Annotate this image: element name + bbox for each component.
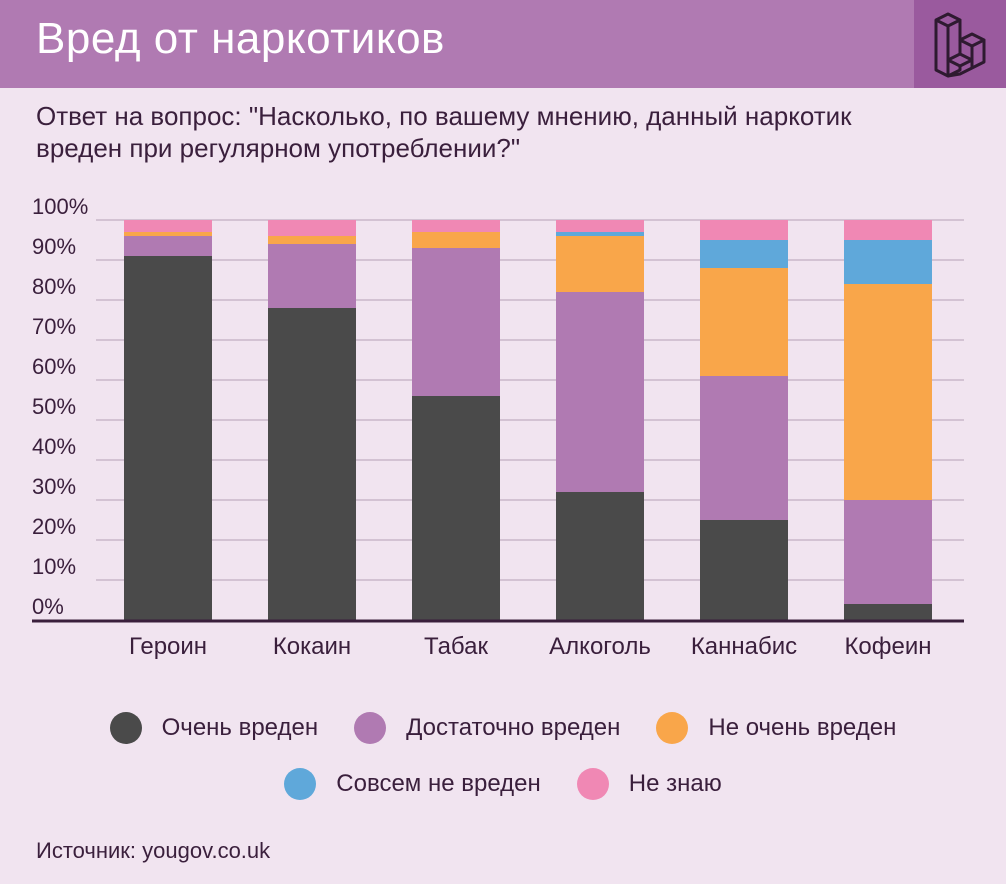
y-tick-label: 100%: [32, 194, 88, 219]
y-tick-label: 90%: [32, 234, 76, 259]
bar-segment: [700, 376, 788, 520]
y-tick-label: 80%: [32, 274, 76, 299]
legend-row: Очень вреден Достаточно вреден Не очень вр…: [0, 700, 1006, 756]
chart-subtitle: Ответ на вопрос: "Насколько, по вашему м…: [36, 101, 852, 163]
bar-segment: [412, 396, 500, 620]
bar-segment: [124, 220, 212, 232]
legend: Очень вреден Достаточно вреден Не очень вр…: [0, 700, 1006, 812]
legend-item: Не знаю: [576, 768, 722, 800]
bar-segment: [268, 308, 356, 620]
legend-swatch: [576, 768, 609, 800]
bar-segment: [556, 492, 644, 620]
bar-segment: [412, 220, 500, 232]
bar-segment: [124, 256, 212, 620]
legend-swatch: [109, 712, 142, 744]
legend-item: Не очень вреден: [656, 712, 896, 744]
bar-segment: [412, 248, 500, 396]
legend-item: Очень вреден: [109, 712, 319, 744]
legend-label: Очень вреден: [161, 714, 319, 741]
bar-segment: [844, 240, 932, 284]
y-tick-label: 10%: [32, 554, 76, 579]
legend-label: Не знаю: [628, 770, 722, 797]
legend-item: Достаточно вреден: [354, 712, 620, 744]
bar-segment: [844, 220, 932, 240]
x-tick-label: Кофеин: [844, 633, 931, 660]
legend-label: Достаточно вреден: [406, 714, 621, 741]
legend-swatch: [284, 768, 317, 800]
bar-segment: [268, 244, 356, 308]
stacked-bar-chart: 0% 10% 20% 30% 40% 50% 60% 70% 80% 90% 100% Героин К…: [32, 194, 964, 660]
y-tick-label: 40%: [32, 434, 76, 459]
page-title: Вред от наркотиков: [36, 14, 445, 63]
source-note: Источник: yougov.co.uk: [36, 838, 271, 863]
x-tick-label: Табак: [424, 633, 488, 660]
bar-segment: [268, 220, 356, 236]
legend-row: Совсем не вреден Не знаю: [0, 756, 1006, 812]
logo: [914, 0, 1006, 88]
bar-segment: [844, 604, 932, 620]
y-tick-label: 50%: [32, 394, 76, 419]
bar-segment: [844, 284, 932, 500]
logo-icon: [934, 12, 986, 78]
bar-segment: [268, 236, 356, 244]
bar-segment: [700, 520, 788, 620]
x-tick-label: Героин: [129, 633, 207, 660]
legend-label: Не очень вреден: [708, 714, 897, 741]
y-tick-label: 30%: [32, 474, 76, 499]
bar-segment: [124, 236, 212, 256]
header-bar: Вред от наркотиков: [0, 0, 1006, 88]
y-tick-label: 60%: [32, 354, 76, 379]
bar-segment: [412, 232, 500, 248]
bar-segment: [556, 220, 644, 232]
legend-swatch: [354, 712, 387, 744]
bar-segment: [124, 232, 212, 236]
legend-label: Совсем не вреден: [336, 770, 541, 797]
bar-segment: [844, 500, 932, 604]
y-tick-label: 20%: [32, 514, 76, 539]
bar-segment: [556, 232, 644, 236]
legend-swatch: [656, 712, 689, 744]
bar-segment: [700, 268, 788, 376]
legend-item: Совсем не вреден: [284, 768, 541, 800]
bar-segment: [700, 220, 788, 240]
y-tick-label: 70%: [32, 314, 76, 339]
x-tick-label: Алкоголь: [549, 633, 651, 660]
y-tick-label: 0%: [32, 594, 64, 619]
x-tick-label: Кокаин: [273, 633, 351, 660]
bar-segment: [700, 240, 788, 268]
x-tick-label: Каннабис: [691, 633, 797, 660]
bar-segment: [556, 236, 644, 292]
bar-segment: [556, 292, 644, 492]
